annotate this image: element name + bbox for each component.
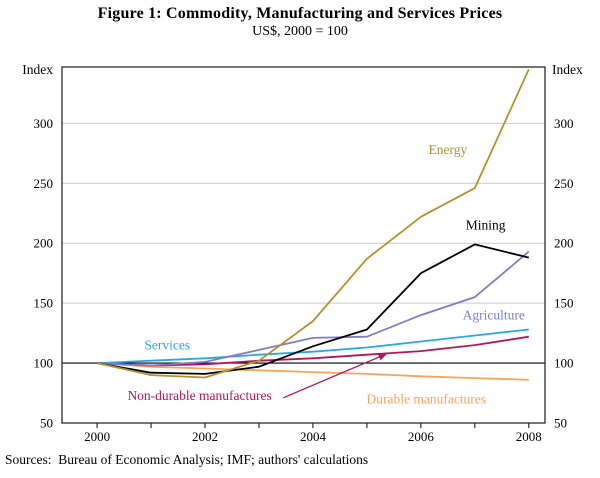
y-axis-title-right: Index [552,62,583,77]
x-tick-label: 2000 [84,429,110,444]
y-tick-label-right: 200 [554,236,574,251]
annotation-arrow-head [377,353,388,361]
chart-generated-content: 50 50 100 100 150 150 200 200 250 250 300 300 2000 20… [34,66,574,444]
y-tick-label-right: 250 [554,176,574,191]
x-tick-label: 2008 [516,429,542,444]
x-tick-label: 2006 [408,429,435,444]
series-label-durable-manufactures: Durable manufactures [366,392,486,407]
series-line-durable-manufactures [97,362,529,381]
annotation-arrow-line [283,353,386,399]
y-tick-label-left: 50 [40,416,53,431]
figure-title: Figure 1: Commodity, Manufacturing and S… [97,5,503,22]
y-axis-title-left: Index [22,62,53,77]
y-tick-label-left: 250 [34,176,54,191]
x-tick-label: 2004 [300,429,327,444]
y-tick-label-right: 150 [554,296,574,311]
y-tick-label-left: 200 [34,236,54,251]
y-tick-label-right: 50 [554,416,567,431]
figure-subtitle: US$, 2000 = 100 [252,24,348,39]
series-label-non-durable-manufactures: Non-durable manufactures [127,388,271,403]
series-label-services: Services [144,338,190,353]
y-tick-label-left: 100 [34,356,54,371]
x-tick-label: 2002 [192,429,218,444]
series-label-agriculture: Agriculture [463,308,525,323]
source-note: Sources: Bureau of Economic Analysis; IM… [5,452,369,467]
y-tick-label-left: 150 [34,296,54,311]
series-line-agriculture [97,250,530,367]
plot-frame [61,66,546,424]
series-line-mining [96,243,530,375]
y-tick-label-right: 100 [554,356,574,371]
series-label-mining: Mining [466,218,506,233]
series-line-energy [96,69,530,379]
series-label-energy: Energy [428,142,467,157]
y-tick-label-left: 300 [34,116,54,131]
y-tick-label-right: 300 [554,116,574,131]
series-line-services [97,328,529,364]
